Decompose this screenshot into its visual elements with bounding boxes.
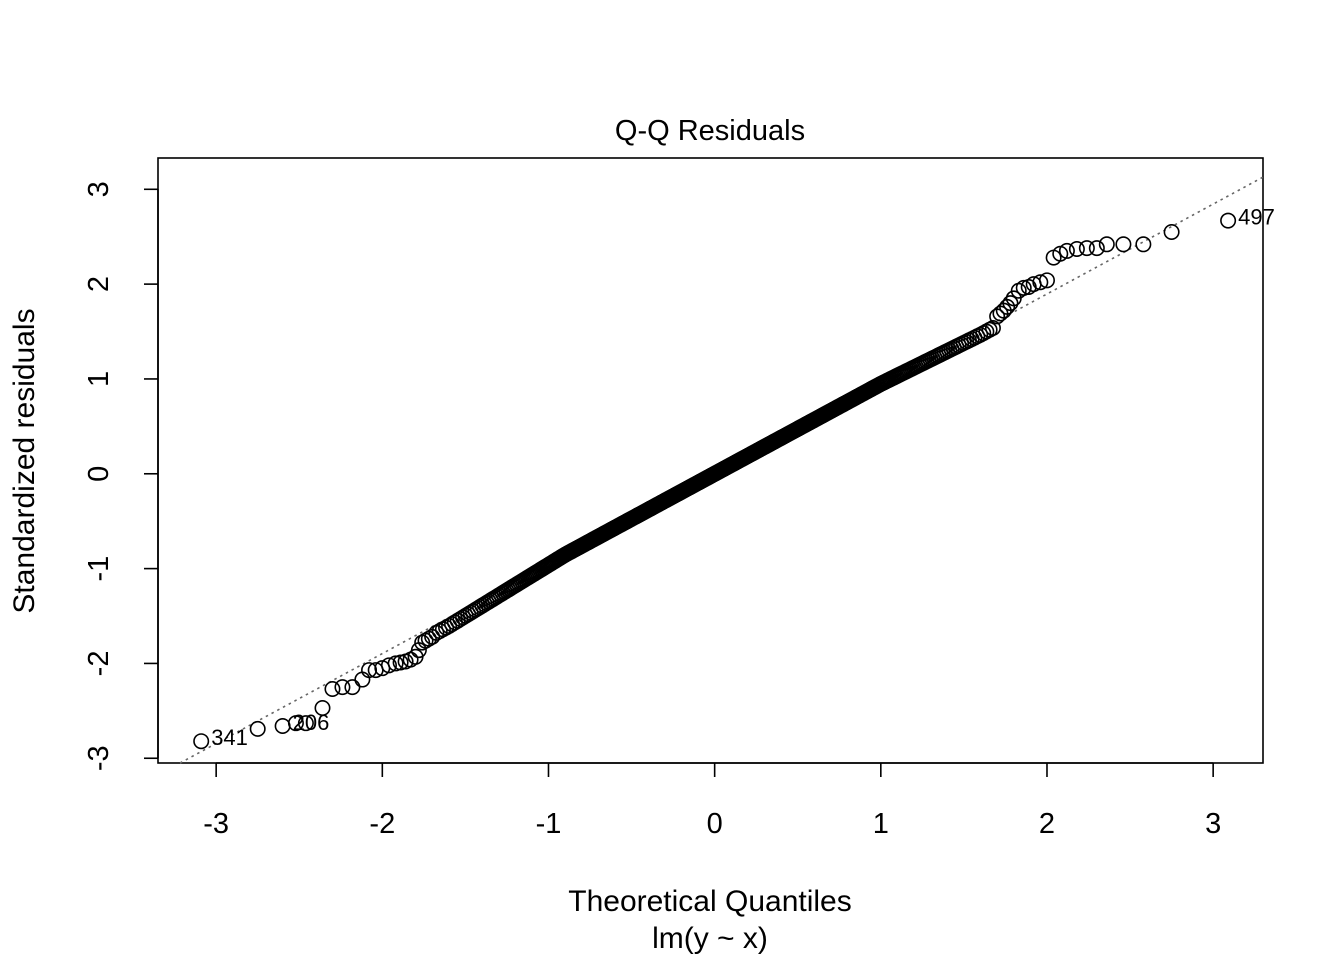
data-point	[1098, 236, 1115, 253]
y-tick-label: 1	[83, 371, 115, 387]
data-point	[380, 657, 397, 674]
x-tick-label: -3	[203, 808, 229, 840]
data-points-layer	[193, 212, 1237, 750]
data-point	[984, 319, 1001, 336]
data-point	[193, 733, 210, 750]
data-point	[1088, 240, 1105, 257]
data-point	[274, 718, 291, 735]
point-label: 206	[293, 710, 330, 735]
data-point	[981, 321, 998, 338]
x-tick-label: 1	[873, 808, 889, 840]
data-point	[334, 679, 351, 696]
x-axis: -3 -2 -1 0 1 2 3	[203, 762, 1221, 840]
data-point	[1002, 295, 1019, 312]
data-point	[1038, 272, 1055, 289]
data-point	[1078, 240, 1095, 257]
data-point	[1220, 212, 1237, 229]
data-point	[314, 699, 331, 716]
data-point	[1032, 274, 1049, 291]
x-axis-title: Theoretical Quantiles	[568, 885, 851, 918]
data-point	[1068, 241, 1085, 258]
y-axis-title: Standardized residuals	[8, 308, 41, 613]
y-tick-label: -1	[83, 556, 115, 582]
data-point	[1115, 236, 1132, 253]
data-point	[297, 715, 314, 732]
point-label: 497	[1238, 205, 1275, 230]
x-tick-label: 2	[1039, 808, 1055, 840]
plot-frame	[157, 157, 1264, 764]
data-point	[1058, 242, 1075, 259]
y-tick-label: -3	[83, 745, 115, 771]
y-axis: -3 -2 -1 0 1 2 3	[83, 181, 159, 771]
y-tick-label: 0	[83, 466, 115, 482]
x-tick-label: -2	[369, 808, 395, 840]
chart-title: Q-Q Residuals	[615, 115, 805, 147]
point-label: 341	[211, 725, 248, 750]
data-point	[1015, 279, 1032, 296]
data-point	[1163, 223, 1180, 240]
data-point	[249, 720, 266, 737]
data-point	[324, 681, 341, 698]
data-point	[361, 662, 378, 679]
y-tick-label: 3	[83, 181, 115, 197]
y-tick-label: -2	[83, 651, 115, 677]
data-point	[344, 679, 361, 696]
x-tick-label: 3	[1205, 808, 1221, 840]
data-point	[420, 630, 437, 647]
point-labels-layer: 341 206 497	[211, 205, 1275, 751]
x-tick-label: -1	[536, 808, 562, 840]
x-tick-label: 0	[707, 808, 723, 840]
data-point	[1135, 236, 1152, 253]
data-point	[287, 715, 304, 732]
data-point	[424, 628, 441, 645]
x-axis-subtitle: lm(y ~ x)	[652, 922, 768, 955]
y-tick-label: 2	[83, 276, 115, 292]
